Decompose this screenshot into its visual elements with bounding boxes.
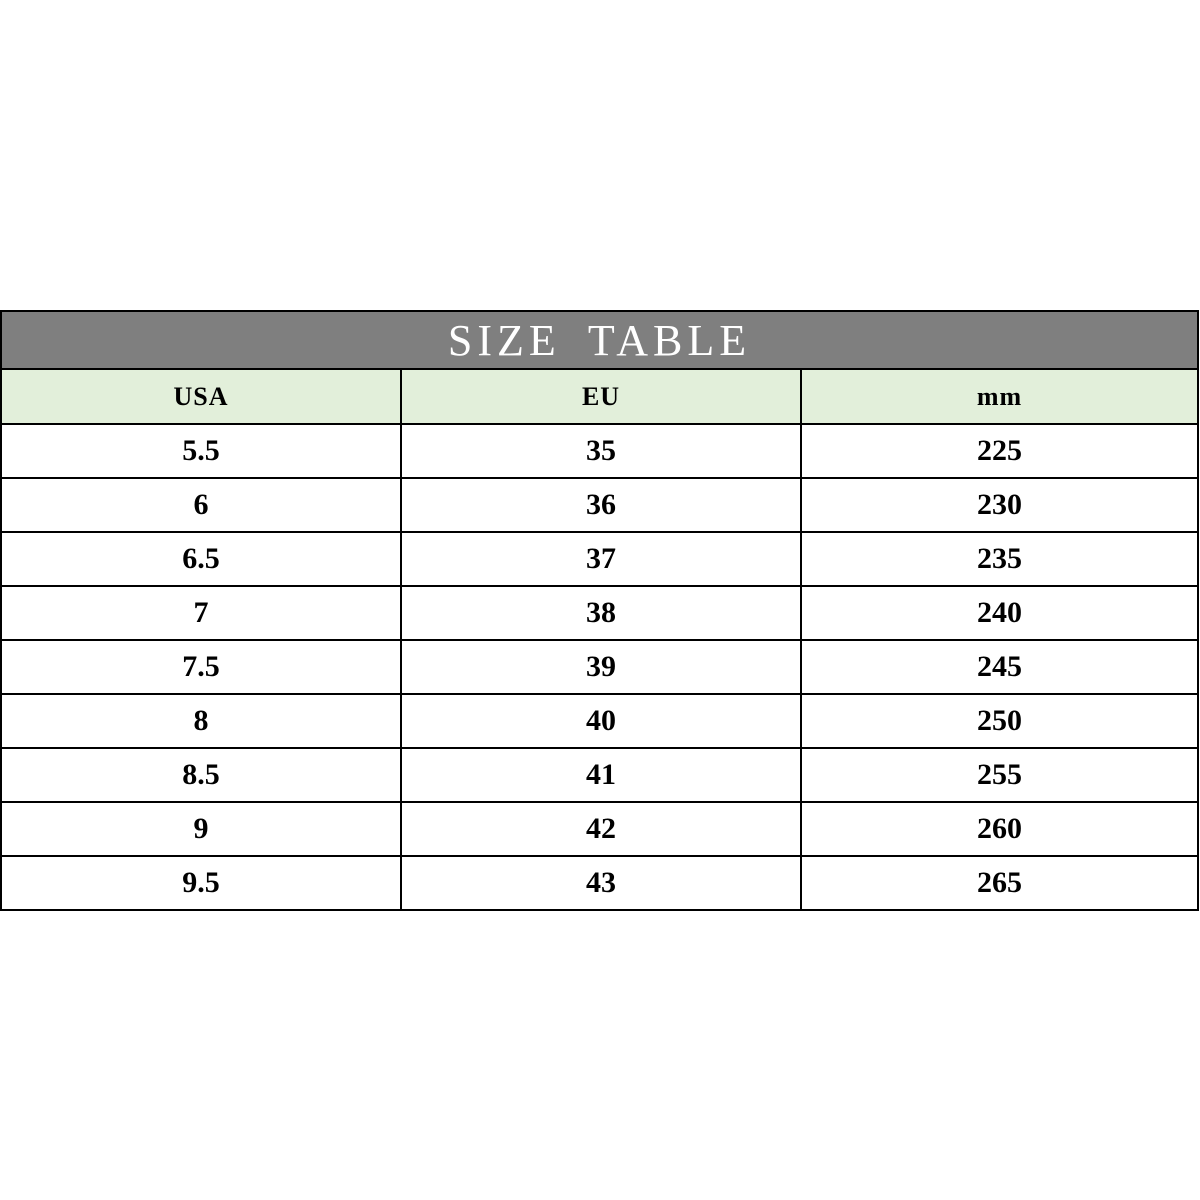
mm-cell: 245 [799,639,1200,695]
usa-cell: 8 [0,693,402,749]
usa-cell: 7 [0,585,402,641]
eu-cell: 43 [400,855,802,911]
table-row: 8 40 250 [0,693,1200,749]
usa-cell: 8.5 [0,747,402,803]
title-row: SIZE TABLE [0,310,1200,370]
column-header-usa: USA [0,368,402,425]
table-row: 9 42 260 [0,801,1200,857]
usa-cell: 5.5 [0,423,402,479]
table-row: 6.5 37 235 [0,531,1200,587]
column-header-mm: mm [799,368,1200,425]
table-row: 7 38 240 [0,585,1200,641]
table-row: 9.5 43 265 [0,855,1200,911]
usa-cell: 6 [0,477,402,533]
mm-cell: 265 [799,855,1200,911]
mm-cell: 255 [799,747,1200,803]
usa-cell: 7.5 [0,639,402,695]
mm-cell: 235 [799,531,1200,587]
mm-cell: 250 [799,693,1200,749]
eu-cell: 36 [400,477,802,533]
eu-cell: 42 [400,801,802,857]
eu-cell: 38 [400,585,802,641]
size-table: SIZE TABLE USA EU mm 5.5 35 225 6 36 230… [0,310,1200,911]
eu-cell: 41 [400,747,802,803]
usa-cell: 9.5 [0,855,402,911]
table-row: 7.5 39 245 [0,639,1200,695]
eu-cell: 37 [400,531,802,587]
mm-cell: 240 [799,585,1200,641]
table-row: 6 36 230 [0,477,1200,533]
eu-cell: 39 [400,639,802,695]
size-table-title: SIZE TABLE [0,310,1200,370]
mm-cell: 225 [799,423,1200,479]
header-row: USA EU mm [0,368,1200,425]
eu-cell: 35 [400,423,802,479]
usa-cell: 9 [0,801,402,857]
mm-cell: 230 [799,477,1200,533]
mm-cell: 260 [799,801,1200,857]
table-row: 8.5 41 255 [0,747,1200,803]
usa-cell: 6.5 [0,531,402,587]
eu-cell: 40 [400,693,802,749]
table-row: 5.5 35 225 [0,423,1200,479]
column-header-eu: EU [400,368,802,425]
